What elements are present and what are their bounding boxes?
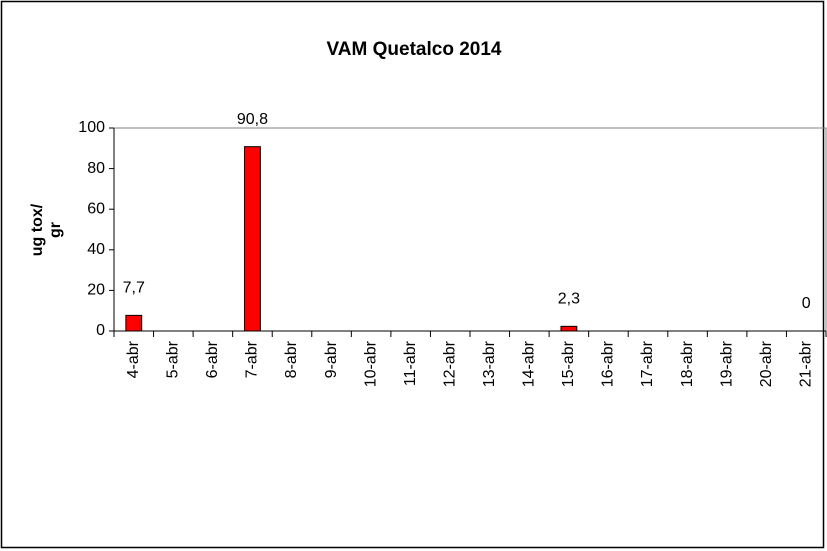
- data-label: 7,7: [123, 280, 145, 297]
- y-tick-label: 80: [87, 160, 105, 177]
- x-tick-label: 15-abr: [560, 340, 577, 387]
- x-tick-label: 20-abr: [758, 340, 775, 387]
- x-tick-label: 9-abr: [323, 340, 340, 378]
- x-tick-label: 6-abr: [204, 340, 221, 378]
- bar: [244, 146, 261, 332]
- x-tick-label: 11-abr: [402, 340, 419, 386]
- x-tick-label: 16-abr: [600, 340, 617, 387]
- y-tick-label: 60: [87, 200, 105, 217]
- x-tick-label: 21-abr: [797, 340, 814, 387]
- x-tick-label: 14-abr: [521, 340, 538, 387]
- bar: [125, 314, 143, 332]
- x-tick-label: 18-abr: [679, 340, 696, 387]
- x-tick-label: 13-abr: [481, 340, 498, 387]
- y-tick-label: 20: [87, 282, 105, 299]
- y-axis-label: ug tox/ gr: [29, 203, 64, 256]
- x-tick-label: 12-abr: [441, 340, 458, 387]
- y-tick-label: 100: [78, 119, 105, 136]
- data-label: 90,8: [237, 111, 268, 128]
- x-tick-label: 5-abr: [165, 340, 182, 378]
- data-label: 0: [802, 295, 811, 312]
- y-axis-label-line: ug tox/: [29, 203, 46, 256]
- data-label: 2,3: [558, 291, 580, 308]
- y-tick-label: 0: [96, 322, 105, 339]
- y-axis-label-line: gr: [47, 222, 64, 238]
- chart-title: VAM Quetalco 2014: [327, 39, 502, 60]
- x-tick-label: 17-abr: [639, 340, 656, 387]
- x-tick-label: 4-abr: [125, 340, 142, 378]
- x-tick-label: 8-abr: [283, 340, 300, 378]
- x-tick-label: 19-abr: [718, 340, 735, 387]
- bar: [560, 325, 578, 332]
- x-tick-label: 10-abr: [362, 340, 379, 387]
- y-tick-label: 40: [87, 241, 105, 258]
- plot-frame: [114, 127, 827, 331]
- x-tick-label: 7-abr: [244, 340, 261, 378]
